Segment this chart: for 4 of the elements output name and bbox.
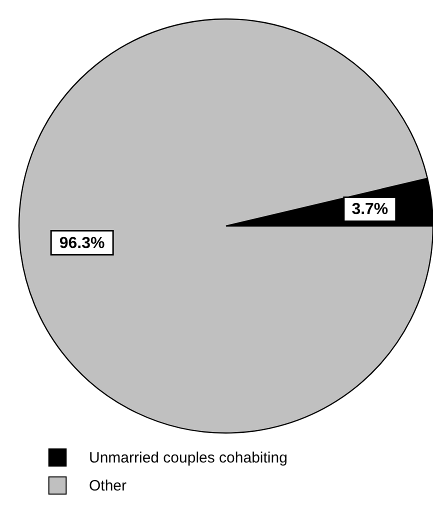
data-label: 3.7%	[352, 201, 388, 218]
data-label: 96.3%	[59, 234, 105, 252]
legend-label: Unmarried couples cohabiting	[89, 450, 288, 466]
legend-label: Other	[89, 478, 127, 494]
